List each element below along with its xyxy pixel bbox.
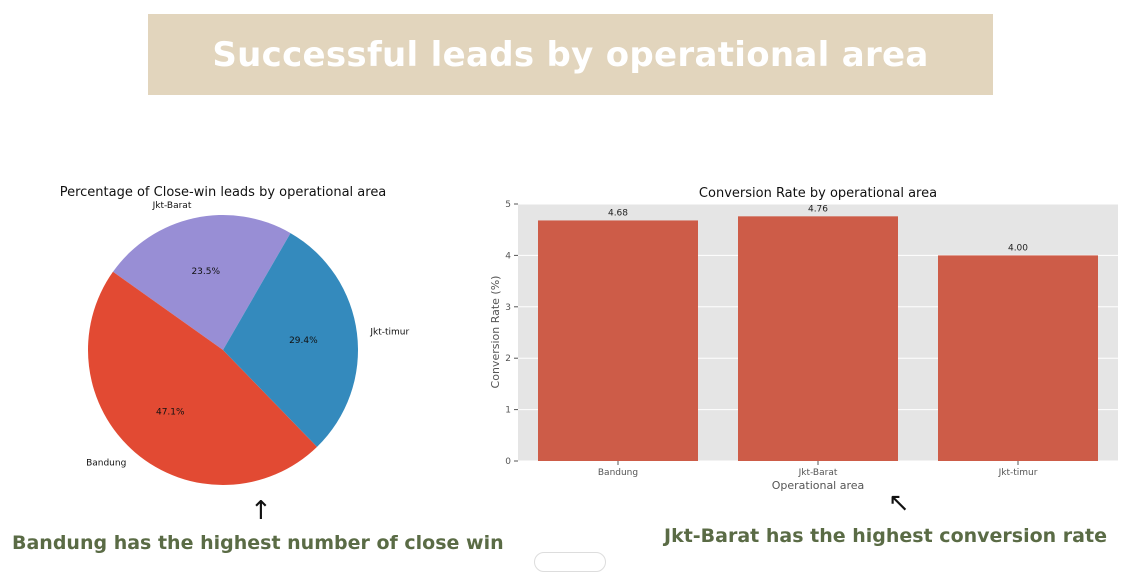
slide-control[interactable] xyxy=(534,552,606,572)
bar-value-label-jkt-barat: 4.76 xyxy=(808,204,828,214)
pie-chart: Percentage of Close-win leads by operati… xyxy=(60,185,410,486)
page-title: Successful leads by operational area xyxy=(212,34,929,75)
x-tick-label-jkt-barat: Jkt-Barat xyxy=(798,468,838,478)
bar-jkt-barat xyxy=(738,216,898,461)
pie-slice-jkt-timur xyxy=(223,233,358,447)
pie-caption: Bandung has the highest number of close … xyxy=(12,532,504,554)
pie-slice-jkt-barat xyxy=(112,215,291,350)
bar-chart-title: Conversion Rate by operational area xyxy=(699,186,937,201)
bar-bandung xyxy=(538,220,698,461)
bar-jkt-timur xyxy=(938,255,1098,461)
bar-caption: Jkt-Barat has the highest conversion rat… xyxy=(664,525,1107,547)
y-tick-label-0: 0 xyxy=(505,457,511,467)
pie-pct-label-jkt-timur: 29.4% xyxy=(289,336,318,346)
y-axis-label: Conversion Rate (%) xyxy=(489,276,502,389)
y-tick-label-4: 4 xyxy=(505,251,511,261)
x-tick-label-jkt-timur: Jkt-timur xyxy=(998,468,1038,478)
pie-pct-label-bandung: 47.1% xyxy=(156,407,185,417)
bar-diagonal-arrow: ↖ xyxy=(888,488,910,518)
x-tick-label-bandung: Bandung xyxy=(598,468,638,478)
y-tick-label-3: 3 xyxy=(505,303,511,313)
pie-up-arrow: ↑ xyxy=(250,496,272,526)
pie-category-label-bandung: Bandung xyxy=(86,459,126,469)
pie-pct-label-jkt-barat: 23.5% xyxy=(191,267,220,277)
pie-category-label-jkt-timur: Jkt-timur xyxy=(369,328,409,338)
bar-chart: Conversion Rate by operational area 4.68… xyxy=(489,186,1118,492)
y-tick-label-5: 5 xyxy=(505,200,511,210)
bar-value-label-jkt-timur: 4.00 xyxy=(1008,243,1028,253)
title-banner: Successful leads by operational area xyxy=(148,14,993,95)
bar-value-label-bandung: 4.68 xyxy=(608,208,628,218)
y-tick-label-2: 2 xyxy=(505,354,511,364)
pie-chart-title: Percentage of Close-win leads by operati… xyxy=(60,185,387,200)
x-axis-label: Operational area xyxy=(772,479,865,492)
pie-category-label-jkt-barat: Jkt-Barat xyxy=(152,201,192,211)
pie-slice-bandung xyxy=(87,271,318,486)
y-tick-label-1: 1 xyxy=(505,406,511,416)
